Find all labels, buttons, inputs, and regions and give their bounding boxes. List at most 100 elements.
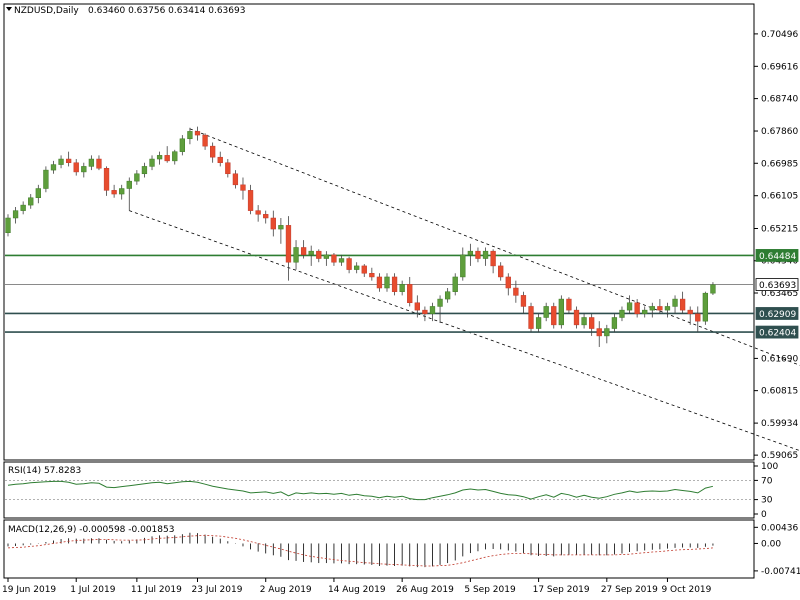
bull-candle [482, 250, 489, 259]
level-badge-label: 0.62909 [759, 310, 796, 320]
bear-candle [596, 328, 602, 337]
bear-candle [513, 287, 519, 296]
bear-candle [369, 273, 375, 278]
bear-candle [255, 210, 261, 215]
main-pane-frame [3, 3, 755, 461]
macd-tick-label: 0.00436 [761, 523, 798, 533]
date-tick-label: 17 Sep 2019 [533, 585, 590, 595]
bear-candle [634, 302, 640, 315]
price-tick-label: 0.59065 [761, 451, 798, 461]
bull-candle [172, 151, 178, 162]
bear-candle [210, 145, 216, 158]
bull-candle [543, 306, 549, 318]
bull-candle [119, 188, 125, 195]
bear-candle [498, 265, 504, 278]
bear-candle [657, 306, 663, 311]
price-tick-label: 0.63465 [761, 289, 798, 299]
bear-candle [232, 173, 239, 186]
price-tick-label: 0.65215 [761, 224, 798, 234]
symbol-label: NZDUSD,Daily [14, 6, 79, 16]
bear-candle [520, 295, 527, 307]
bull-candle [460, 254, 466, 278]
bull-candle [619, 309, 625, 318]
channel-line [129, 210, 800, 452]
bull-candle [156, 155, 163, 160]
date-axis: 19 Jun 2019 1 Jul 2019 11 Jul 2019 23 Jul 2… [2, 578, 712, 595]
bear-candle [391, 276, 398, 292]
bear-candle [270, 217, 276, 230]
price-tick-label: 0.66105 [761, 192, 798, 202]
bull-candle [649, 306, 655, 311]
bull-candle [187, 131, 193, 140]
rsi-line [7, 480, 714, 501]
bear-candle [528, 306, 534, 329]
level-labels: 0.64484 0.63693 0.62909 0.62404 [755, 249, 799, 339]
level-badge [755, 325, 799, 339]
bear-candle [551, 306, 557, 326]
macd-pane-frame [3, 519, 755, 579]
date-tick-label: 11 Jul 2019 [131, 585, 182, 595]
bull-candle [399, 284, 405, 292]
bear-candle [573, 309, 580, 326]
macd-tick-label: -0.007419 [761, 567, 800, 577]
channel-lines [129, 128, 800, 452]
bull-candle [179, 138, 185, 152]
bear-candle [316, 250, 322, 259]
date-tick-label: 19 Jun 2019 [2, 585, 56, 595]
bear-candle [194, 131, 201, 136]
bull-candle [308, 250, 314, 256]
bear-candle [65, 158, 72, 163]
price-tick-label: 0.69616 [761, 62, 798, 72]
bear-candle [331, 254, 337, 263]
date-tick-label: 26 Aug 2019 [396, 585, 454, 595]
price-tick-label: 0.66985 [761, 159, 798, 169]
bull-candle [50, 164, 57, 171]
level-badge-label: 0.62404 [759, 329, 796, 339]
bull-candle [611, 317, 618, 329]
bull-candle [88, 158, 95, 167]
bull-candle [12, 210, 19, 219]
candles [5, 126, 716, 347]
level-badge [755, 278, 799, 291]
bull-candle [384, 276, 390, 289]
rsi-tick-label: 100 [761, 462, 778, 472]
chart-header: NZDUSD,Daily 0.63460 0.63756 0.63414 0.6… [6, 6, 245, 16]
price-axis: 0.70496 0.69616 0.68740 0.67860 0.66985 0.661… [754, 30, 798, 461]
bear-candle [695, 313, 701, 322]
bull-candle [5, 217, 11, 233]
bear-candle [240, 184, 246, 191]
bear-candle [414, 302, 420, 311]
bear-candle [475, 250, 481, 259]
rsi-tick-label: 0 [761, 510, 767, 520]
bull-candle [338, 258, 345, 263]
bear-candle [103, 167, 110, 191]
bear-candle [164, 155, 170, 162]
date-tick-label: 23 Jul 2019 [192, 585, 243, 595]
channel-line [189, 128, 800, 366]
bear-candle [566, 298, 572, 311]
bear-candle [407, 284, 413, 304]
macd-pane: 0.00436 0.00 -0.007419 [7, 523, 800, 577]
bear-candle [247, 190, 254, 211]
level-badge [755, 249, 799, 262]
bull-candle [710, 284, 716, 294]
bull-candle [672, 298, 678, 307]
horizontal-levels [5, 254, 754, 333]
date-tick-label: 5 Sep 2019 [464, 585, 516, 595]
price-tick-label: 0.67860 [761, 127, 798, 137]
bear-candle [361, 265, 367, 274]
rsi-pane: 100 70 30 0 [5, 462, 778, 520]
bull-candle [581, 317, 587, 326]
bull-candle [664, 306, 671, 311]
price-tick-label: 0.68740 [761, 95, 798, 105]
level-badge-label: 0.64484 [759, 252, 796, 262]
bear-candle [490, 250, 496, 267]
bear-candle [346, 258, 352, 270]
bull-candle [134, 173, 140, 182]
bear-candle [687, 309, 693, 315]
macd-signal-line [7, 534, 713, 567]
bull-candle [35, 188, 41, 198]
bull-candle [558, 298, 564, 326]
level-badge-label: 0.63693 [759, 281, 796, 291]
